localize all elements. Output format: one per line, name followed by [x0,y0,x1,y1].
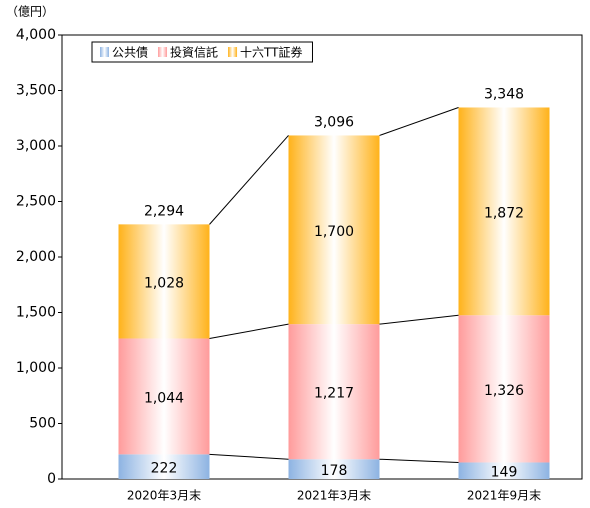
x-tick-label: 2021年9月末 [467,489,541,503]
legend-box [91,41,313,63]
y-tick-label: 0 [47,471,56,487]
legend-swatch [158,47,168,57]
total-label: 3,096 [314,114,354,130]
value-label: 1,217 [314,386,354,402]
bar-segment [458,462,550,479]
x-tick-label: 2020年3月末 [127,489,201,503]
total-label: 2,294 [144,203,184,219]
y-unit: （億円） [6,5,54,19]
y-tick-label: 3,500 [16,83,56,99]
y-tick-label: 500 [29,416,56,432]
y-tick-label: 1,000 [16,360,56,376]
bar-segment [118,454,210,479]
bar-segment [288,135,380,325]
connector-line [209,135,289,225]
y-tick-label: 2,500 [16,194,56,210]
bar-segment [118,224,210,339]
bar-segment [118,338,210,455]
value-label: 178 [321,463,348,479]
connector-line [209,323,289,339]
bar-segment [458,315,550,463]
bar-segment [458,107,550,316]
legend-swatch [228,47,238,57]
connector-line [379,314,459,325]
total-label: 3,348 [484,86,524,102]
value-label: 1,872 [484,205,524,221]
legend-label: 公共債 [112,45,148,60]
bar-segment [288,324,380,460]
y-tick-label: 2,000 [16,249,56,265]
connector-line [379,458,459,463]
y-tick-label: 3,000 [16,138,56,154]
bar-segment [288,459,380,479]
value-label: 1,326 [484,383,524,399]
legend-label: 投資信託 [170,45,218,60]
legend-swatch [100,47,109,57]
y-tick-label: 4,000 [16,27,56,43]
value-label: 1,700 [314,224,354,240]
y-tick-label: 1,500 [16,305,56,321]
value-label: 149 [491,465,518,481]
value-label: 222 [151,461,178,477]
connector-line [209,453,289,460]
value-label: 1,044 [144,390,184,406]
x-tick-label: 2021年3月末 [297,489,371,503]
value-label: 1,028 [144,275,184,291]
legend-label: 十六TT証券 [240,45,302,60]
connector-line [379,107,459,136]
